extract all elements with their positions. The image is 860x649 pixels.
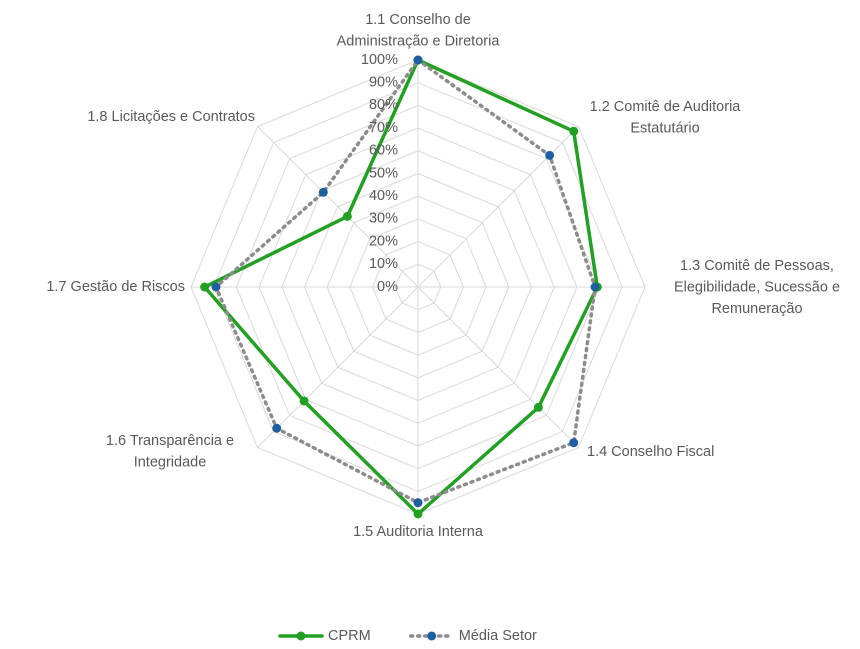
tick-label: 60% — [369, 143, 398, 159]
tick-label: 50% — [369, 165, 398, 181]
category-label: 1.1 Conselho de Administração e Diretoria — [337, 12, 501, 50]
legend-label: Média Setor — [459, 628, 537, 644]
spoke — [257, 126, 419, 288]
data-point — [545, 150, 555, 160]
data-point — [200, 282, 210, 292]
spoke — [417, 126, 579, 288]
data-point — [211, 282, 221, 292]
data-point — [590, 282, 600, 292]
tick-label: 40% — [369, 188, 398, 204]
category-label: 1.2 Comitê de Auditoria Estatutário — [590, 99, 742, 137]
legend-marker — [296, 631, 306, 641]
category-label: 1.4 Conselho Fiscal — [587, 444, 714, 460]
tick-label: 80% — [369, 97, 398, 113]
tick-label: 100% — [361, 52, 398, 68]
data-point — [299, 396, 309, 406]
tick-label: 30% — [369, 211, 398, 227]
category-label: 1.3 Comitê de Pessoas, Elegibilidade, Suc… — [674, 258, 840, 317]
tick-label: 20% — [369, 233, 398, 249]
legend-label: CPRM — [328, 628, 371, 644]
data-point — [413, 498, 423, 508]
data-point — [569, 438, 579, 448]
category-label: 1.7 Gestão de Riscos — [46, 279, 185, 295]
tick-label: 90% — [369, 75, 398, 91]
tick-label: 0% — [377, 279, 398, 295]
spoke — [417, 286, 579, 448]
category-label: 1.8 Licitações e Contratos — [87, 109, 255, 125]
data-point — [342, 211, 352, 221]
tick-label: 70% — [369, 120, 398, 136]
tick-label: 10% — [369, 256, 398, 272]
data-point — [569, 126, 579, 136]
category-label: 1.6 Transparência e Integridade — [106, 433, 234, 471]
spoke — [257, 286, 419, 448]
category-label: 1.5 Auditoria Interna — [353, 524, 484, 540]
data-point — [318, 187, 328, 197]
data-point — [533, 402, 543, 412]
data-point — [413, 509, 423, 519]
legend-marker — [427, 631, 437, 641]
data-point — [413, 55, 423, 65]
data-point — [272, 423, 282, 433]
series-line — [213, 57, 597, 505]
